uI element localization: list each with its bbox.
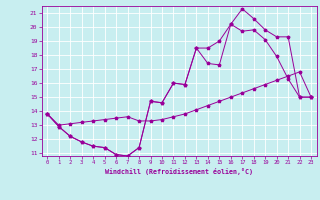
X-axis label: Windchill (Refroidissement éolien,°C): Windchill (Refroidissement éolien,°C) — [105, 168, 253, 175]
